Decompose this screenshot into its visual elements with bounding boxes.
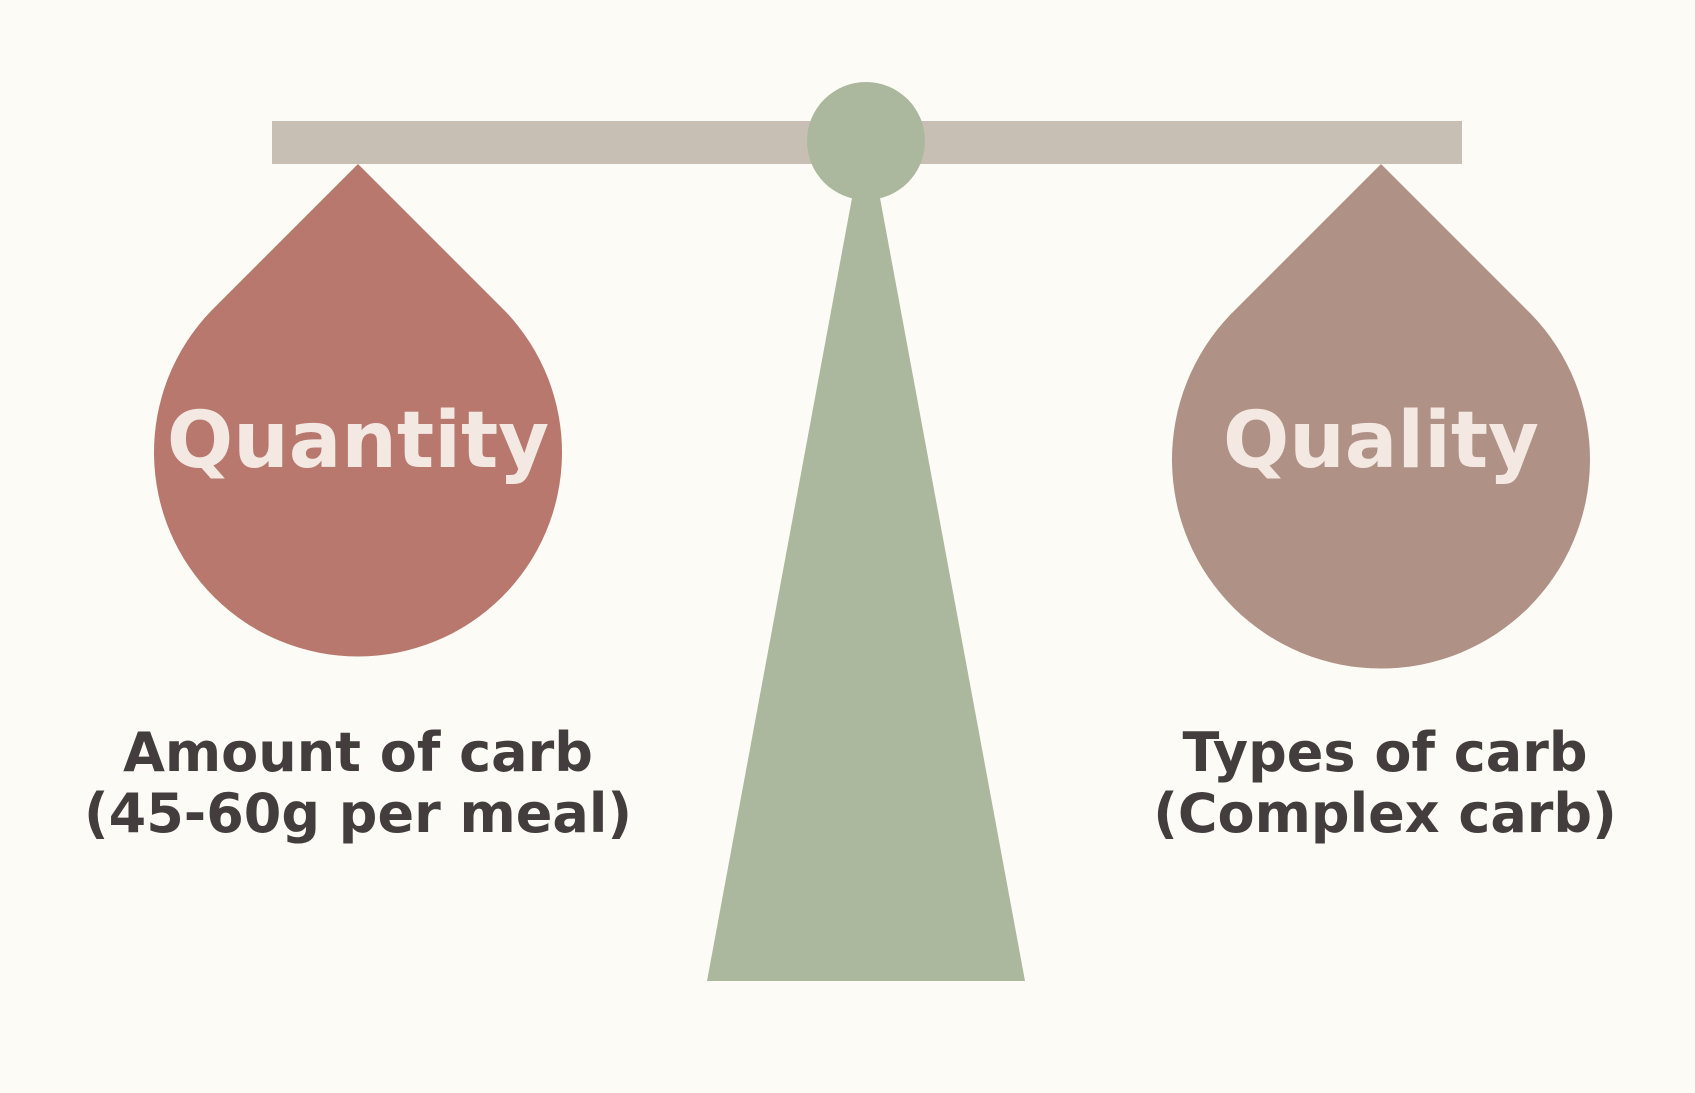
- quantity-label: Quantity: [167, 396, 549, 486]
- quality-weight: [1171, 164, 1590, 669]
- scale-stand: [707, 198, 1025, 981]
- quality-caption-line1: Types of carb: [1183, 721, 1588, 784]
- quantity-weight: [154, 164, 563, 657]
- scale-pivot: [807, 82, 925, 200]
- quality-label: Quality: [1223, 396, 1539, 486]
- quality-caption-line2: (Complex carb): [1153, 782, 1617, 845]
- quantity-caption-line1: Amount of carb: [123, 721, 593, 784]
- quantity-caption-line2: (45-60g per meal): [84, 782, 632, 845]
